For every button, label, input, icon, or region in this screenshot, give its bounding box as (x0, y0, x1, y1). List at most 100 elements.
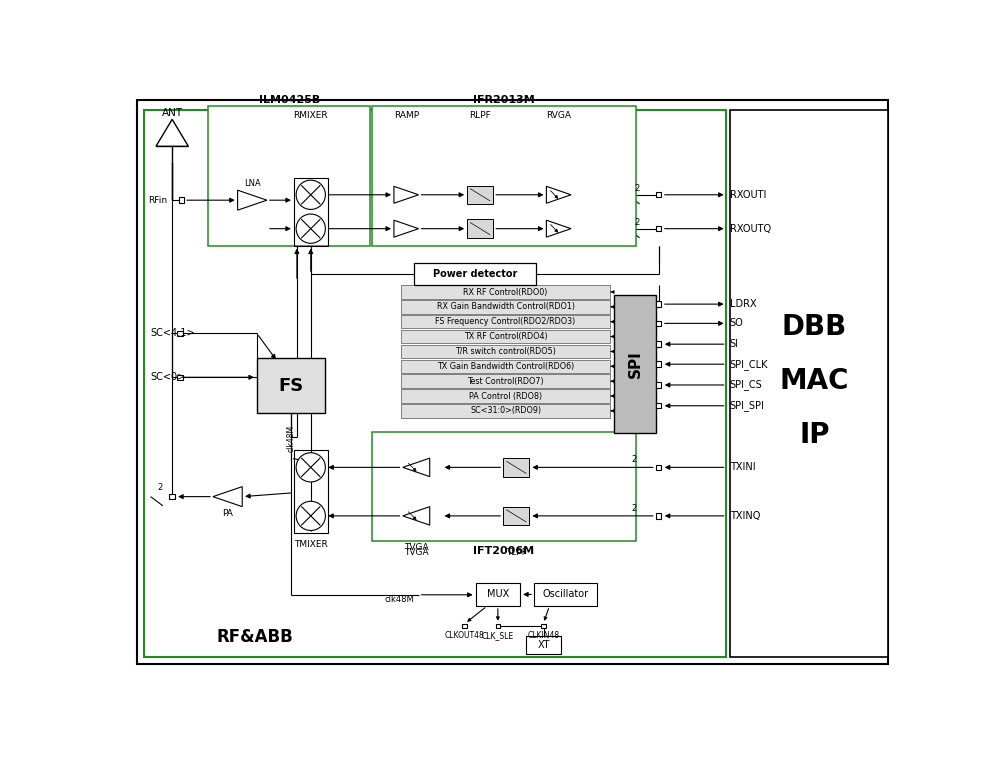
Text: TX RF Control(RDO4): TX RF Control(RDO4) (464, 332, 547, 341)
Text: clk48M: clk48M (286, 425, 295, 453)
Text: LDRX: LDRX (730, 299, 756, 309)
Text: IFR2013M: IFR2013M (473, 95, 535, 105)
Text: 2: 2 (632, 503, 637, 512)
Bar (462, 624, 467, 628)
Text: SPI_CS: SPI_CS (730, 379, 762, 391)
Bar (401, 344, 610, 358)
Bar (177, 331, 183, 336)
Text: RLPF: RLPF (469, 111, 491, 120)
Bar (467, 185, 493, 204)
Polygon shape (546, 220, 571, 237)
Text: SI: SI (730, 339, 739, 349)
Text: Test Control(RDO7): Test Control(RDO7) (467, 377, 544, 385)
Text: RX RF Control(RDO0): RX RF Control(RDO0) (463, 288, 548, 297)
Bar (541, 624, 546, 628)
Text: LNA: LNA (244, 179, 261, 188)
Text: TX Gain Bandwidth Control(RDO6): TX Gain Bandwidth Control(RDO6) (437, 362, 574, 371)
Bar (144, 110, 726, 657)
Text: RMIXER: RMIXER (293, 111, 328, 120)
Circle shape (296, 214, 325, 243)
Bar (503, 458, 529, 477)
Bar (294, 178, 328, 245)
Bar (257, 358, 325, 413)
Text: RFin: RFin (148, 195, 168, 204)
Text: TVGA: TVGA (404, 543, 429, 552)
Bar (372, 106, 636, 246)
Bar (656, 192, 661, 198)
Polygon shape (403, 458, 430, 477)
Bar (401, 389, 610, 403)
Bar (656, 301, 661, 307)
Bar (614, 295, 656, 434)
Text: XT: XT (537, 640, 550, 650)
Bar (496, 624, 500, 628)
Bar (656, 362, 661, 367)
Bar (294, 450, 328, 533)
Bar (467, 220, 493, 238)
Text: Oscillator: Oscillator (543, 590, 589, 600)
Text: RXOUTI: RXOUTI (730, 190, 766, 200)
Bar (401, 285, 610, 299)
Polygon shape (546, 186, 571, 204)
Text: RF&ABB: RF&ABB (216, 628, 293, 646)
Text: RX Gain Bandwidth Control(RDO1): RX Gain Bandwidth Control(RDO1) (437, 302, 575, 311)
Text: IP: IP (799, 421, 830, 449)
Text: TLPF: TLPF (506, 547, 527, 556)
Bar (730, 110, 888, 657)
Text: CLKOUT48: CLKOUT48 (445, 631, 485, 640)
Text: clk48M: clk48M (384, 595, 414, 604)
Polygon shape (394, 220, 419, 237)
Bar (656, 465, 661, 470)
Polygon shape (394, 186, 419, 204)
Text: T/R switch control(RDO5): T/R switch control(RDO5) (455, 347, 556, 356)
Bar (401, 375, 610, 388)
Text: 2: 2 (632, 455, 637, 464)
Text: SPI_SPI: SPI_SPI (730, 400, 765, 411)
Circle shape (296, 180, 325, 210)
Bar (656, 382, 661, 388)
Text: FS Frequency Control(RDO2/RDO3): FS Frequency Control(RDO2/RDO3) (435, 317, 576, 326)
Bar (656, 403, 661, 409)
Bar (656, 513, 661, 519)
Text: 2: 2 (635, 218, 640, 227)
Text: FS: FS (278, 377, 303, 394)
Text: PA Control (RDO8): PA Control (RDO8) (469, 391, 542, 400)
Text: 2: 2 (157, 483, 162, 492)
Bar (177, 375, 183, 380)
Text: 2: 2 (635, 184, 640, 193)
Text: CLKIN48: CLKIN48 (527, 631, 559, 640)
Polygon shape (213, 487, 242, 506)
Bar (401, 404, 610, 418)
Text: TMIXER: TMIXER (294, 540, 328, 549)
Polygon shape (238, 190, 267, 210)
Bar (401, 360, 610, 373)
Bar (401, 300, 610, 313)
Circle shape (296, 501, 325, 531)
Text: RXOUTQ: RXOUTQ (730, 223, 771, 234)
Text: SC<31:0>(RDO9): SC<31:0>(RDO9) (470, 407, 541, 416)
Bar (208, 106, 370, 246)
Polygon shape (403, 506, 430, 525)
Text: ILM0425B: ILM0425B (259, 95, 320, 105)
Bar (169, 494, 175, 500)
Text: CLK_SLE: CLK_SLE (482, 631, 514, 640)
Text: TXINI: TXINI (730, 463, 755, 472)
Bar (656, 341, 661, 347)
Circle shape (296, 453, 325, 482)
Text: RAMP: RAMP (394, 111, 419, 120)
Text: Power detector: Power detector (433, 269, 517, 279)
Text: PA: PA (222, 509, 233, 518)
Text: SC<4:1>: SC<4:1> (151, 329, 195, 338)
Bar (372, 432, 636, 541)
Text: ANT: ANT (162, 108, 183, 118)
Bar (401, 330, 610, 344)
Text: SC<0>: SC<0> (151, 372, 186, 382)
Bar (476, 583, 520, 606)
Bar (526, 636, 561, 655)
Polygon shape (156, 120, 188, 146)
Text: SPI: SPI (628, 350, 643, 378)
Text: MAC: MAC (780, 367, 849, 395)
Bar (414, 263, 536, 285)
Text: SO: SO (730, 319, 743, 329)
Bar (179, 198, 184, 203)
